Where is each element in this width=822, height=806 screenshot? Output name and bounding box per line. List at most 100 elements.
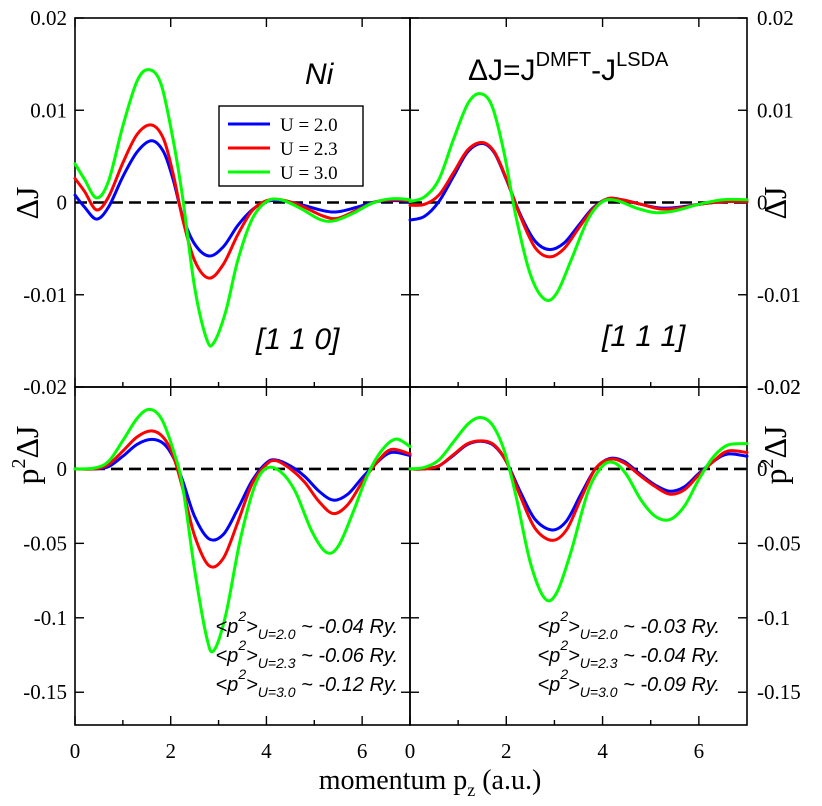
series-line-top-left-30 xyxy=(73,68,412,348)
y-tick-label-right-top-4: -0.02 xyxy=(757,375,801,399)
expect-left-u30: <p2>U=3.0 ~ -0.12 Ry. xyxy=(216,666,399,700)
curves-layer xyxy=(73,68,749,654)
expect-values-right: <p2>U=2.0 ~ -0.03 Ry. <p2>U=2.3 ~ -0.04 … xyxy=(538,608,721,700)
series-line-bottom-right-30 xyxy=(408,416,749,603)
exp-r0-sup: 2 xyxy=(559,608,568,624)
x-tick-label-right-0: 0 xyxy=(405,739,416,763)
exp-r2-pre: <p xyxy=(538,674,561,696)
exp-l1-sup: 2 xyxy=(237,637,246,653)
exp-l1-pre: <p xyxy=(216,645,239,667)
legend-label-u23: U = 2.3 xyxy=(280,139,338,160)
x-tick-label-right-3: 6 xyxy=(694,739,705,763)
series-line-bottom-left-20 xyxy=(73,437,412,542)
y-tick-label-left-top-4: -0.02 xyxy=(23,375,67,399)
expect-left-u20: <p2>U=2.0 ~ -0.04 Ry. xyxy=(216,608,399,642)
exp-l0-pre: <p xyxy=(216,616,239,638)
x-label-unit: (a.u.) xyxy=(475,765,541,796)
exp-l2-sub: U=3.0 xyxy=(258,684,296,700)
bottom-right-y-axis-label: p2ΔJ xyxy=(756,425,793,484)
exp-r0-pre: <p xyxy=(538,616,561,638)
formula-label: ΔJ=JDMFT-JLSDA xyxy=(468,49,669,87)
y-tick-label-left-top-0: 0.02 xyxy=(30,6,67,30)
exp-r1-mid: > xyxy=(568,645,580,667)
y-tick-label-left-bottom-2: -0.1 xyxy=(34,606,67,630)
exp-l2-mid: > xyxy=(246,674,258,696)
direction-label-110: [1 1 0] xyxy=(255,323,340,356)
exp-r2-sub: U=3.0 xyxy=(580,684,618,700)
y-label-p: p xyxy=(9,469,45,485)
y-tick-label-right-top-1: 0.01 xyxy=(757,98,794,122)
x-tick-label-left-2: 4 xyxy=(261,739,272,763)
legend-label-u20: U = 2.0 xyxy=(280,115,338,136)
formula-sup2: LSDA xyxy=(616,49,669,71)
exp-r2-mid: > xyxy=(568,674,580,696)
x-tick-label-right-1: 2 xyxy=(501,739,512,763)
tick-labels: 0 2 4 6 0 2 4 60.02 0.020.01 0.010 0-0.01 -0.01-0.0… xyxy=(23,6,801,763)
y-tick-label-right-bottom-1: -0.05 xyxy=(757,531,801,555)
legend: U = 2.0 U = 2.3 U = 3.0 xyxy=(218,105,364,187)
exp-r1-sup: 2 xyxy=(559,637,568,653)
exp-r0-val: ~ -0.03 Ry. xyxy=(618,616,720,638)
x-tick-label-left-1: 2 xyxy=(165,739,176,763)
y-tick-label-left-top-3: -0.01 xyxy=(23,283,67,307)
y-tick-label-left-bottom-3: -0.15 xyxy=(23,680,67,704)
formula-mid: -J xyxy=(591,54,616,87)
expect-left-u23: <p2>U=2.3 ~ -0.06 Ry. xyxy=(216,637,399,671)
y-tick-label-right-bottom-2: -0.1 xyxy=(757,606,790,630)
top-left-y-axis-label: ΔJ xyxy=(9,186,45,219)
exp-r0-mid: > xyxy=(568,616,580,638)
exp-l1-val: ~ -0.06 Ry. xyxy=(296,645,398,667)
exp-l0-sup: 2 xyxy=(237,608,246,624)
exp-l0-val: ~ -0.04 Ry. xyxy=(296,616,398,638)
exp-r0-sub: U=2.0 xyxy=(580,626,618,642)
y-tick-label-right-top-2: 0 xyxy=(757,191,768,215)
exp-l2-pre: <p xyxy=(216,674,239,696)
legend-label-u30: U = 3.0 xyxy=(280,163,338,184)
series-line-bottom-right-23 xyxy=(408,439,749,542)
x-tick-label-right-2: 4 xyxy=(597,739,608,763)
exp-l0-mid: > xyxy=(246,616,258,638)
y-tick-label-left-bottom-0: 0 xyxy=(57,457,68,481)
x-tick-label-left-3: 6 xyxy=(357,739,368,763)
top-right-y-axis-label: ΔJ xyxy=(757,186,793,219)
y-label-dj: ΔJ xyxy=(9,425,45,458)
expect-right-u23: <p2>U=2.3 ~ -0.04 Ry. xyxy=(538,637,721,671)
y-label-p-right: p xyxy=(757,469,793,485)
y-tick-label-left-top-1: 0.01 xyxy=(30,98,67,122)
expect-right-u30: <p2>U=3.0 ~ -0.09 Ry. xyxy=(538,666,721,700)
bottom-left-y-axis-label: p2ΔJ xyxy=(8,425,45,484)
series-line-bottom-left-30 xyxy=(73,407,412,654)
y-tick-label-right-top-0: 0.02 xyxy=(757,6,794,30)
zero-lines xyxy=(75,201,747,471)
exp-l1-mid: > xyxy=(246,645,258,667)
formula-part1: ΔJ=J xyxy=(468,54,536,87)
series-line-top-right-30 xyxy=(408,92,749,303)
exp-l2-sup: 2 xyxy=(237,666,246,682)
expect-values-left: <p2>U=2.0 ~ -0.04 Ry. <p2>U=2.3 ~ -0.06 … xyxy=(216,608,399,700)
formula-sup1: DMFT xyxy=(536,49,592,71)
exp-r2-sup: 2 xyxy=(559,666,568,682)
exp-l0-sub: U=2.0 xyxy=(258,626,296,642)
y-tick-label-right-bottom-0: 0 xyxy=(757,457,768,481)
direction-label-111: [1 1 1] xyxy=(601,320,686,353)
exp-l2-val: ~ -0.12 Ry. xyxy=(296,674,398,696)
y-label-sup: 2 xyxy=(8,459,30,469)
exp-r1-val: ~ -0.04 Ry. xyxy=(618,645,720,667)
y-tick-label-right-bottom-3: -0.15 xyxy=(757,680,801,704)
panel-frame-bottom-right xyxy=(409,386,748,726)
y-tick-label-left-bottom-1: -0.05 xyxy=(23,531,67,555)
exp-r1-sub: U=2.3 xyxy=(580,655,618,671)
y-tick-label-right-top-3: -0.01 xyxy=(757,283,801,307)
exp-r1-pre: <p xyxy=(538,645,561,667)
x-label-sub: z xyxy=(467,780,475,800)
y-tick-label-right-bottom-top: -0.02 xyxy=(757,375,801,399)
y-label-sup-right: 2 xyxy=(756,459,778,469)
series-line-bottom-left-23 xyxy=(73,429,412,569)
x-tick-label-left-0: 0 xyxy=(70,739,81,763)
x-axis-label: momentum pz (a.u.) xyxy=(319,765,542,800)
series-line-top-right-23 xyxy=(408,141,749,259)
series-line-top-left-20 xyxy=(73,139,412,258)
y-label-dj-right: ΔJ xyxy=(757,425,793,458)
exp-l1-sub: U=2.3 xyxy=(258,655,296,671)
